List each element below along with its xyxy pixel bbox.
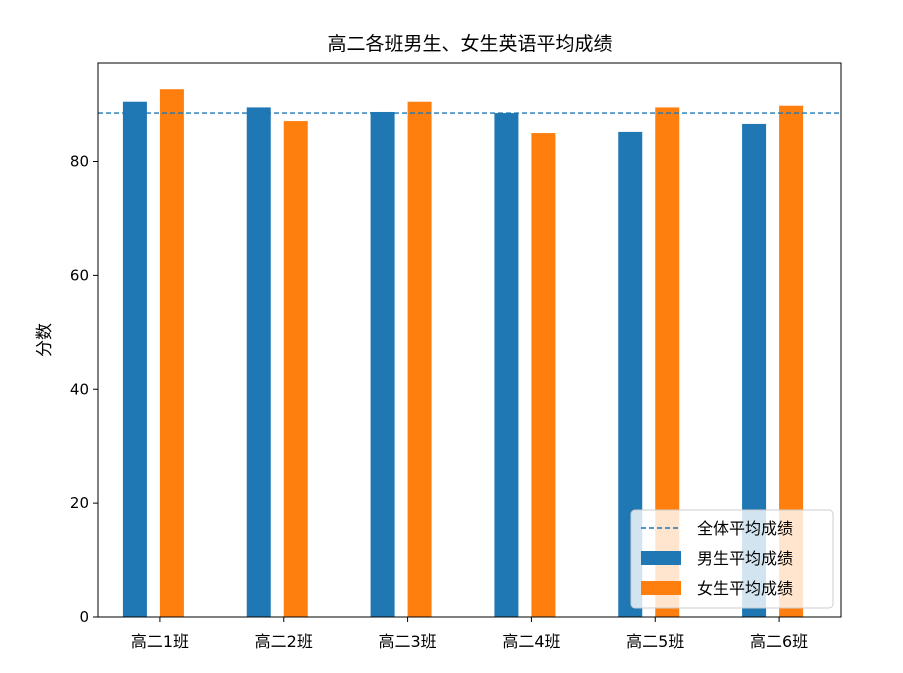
legend-box — [630, 509, 834, 609]
bar-1-4 — [494, 113, 519, 617]
legend-label-1: 全体平均成绩 — [697, 519, 793, 538]
bar-1-1 — [122, 101, 147, 618]
plot-area: 高二1班 高二2班 高二3班 高二4班 高二5班 高二6班 0 20 40 60 80 — [70, 89, 841, 651]
bar-2-1 — [159, 89, 184, 617]
plot-frame — [97, 62, 842, 618]
x-tick-label-6: 高二6班 — [750, 632, 808, 651]
bar-2-4 — [531, 133, 556, 617]
legend-label-2: 男生平均成绩 — [697, 549, 793, 568]
bar-1-3 — [370, 111, 395, 617]
y-tick-label-4: 60 — [70, 266, 89, 284]
y-axis-label: 分数 — [35, 323, 55, 357]
x-tick-label-2: 高二2班 — [255, 632, 313, 651]
y-tick-label-3: 40 — [70, 380, 89, 398]
x-tick-label-1: 高二1班 — [131, 632, 189, 651]
y-tick-label-5: 80 — [70, 153, 89, 171]
legend-swatch-2 — [641, 551, 681, 565]
bar-1-2 — [246, 107, 271, 617]
x-tick-label-3: 高二3班 — [378, 632, 436, 651]
legend-label-3: 女生平均成绩 — [697, 579, 793, 598]
bar-2-2 — [283, 121, 308, 617]
chart-title: 高二各班男生、女生英语平均成绩 — [327, 33, 612, 55]
bar-2-3 — [407, 101, 432, 618]
y-tick-label-2: 20 — [70, 494, 89, 512]
x-tick-label-4: 高二4班 — [502, 632, 560, 651]
y-tick-label-1: 0 — [79, 608, 89, 626]
legend-swatch-3 — [641, 581, 681, 595]
x-tick-label-5: 高二5班 — [626, 632, 684, 651]
